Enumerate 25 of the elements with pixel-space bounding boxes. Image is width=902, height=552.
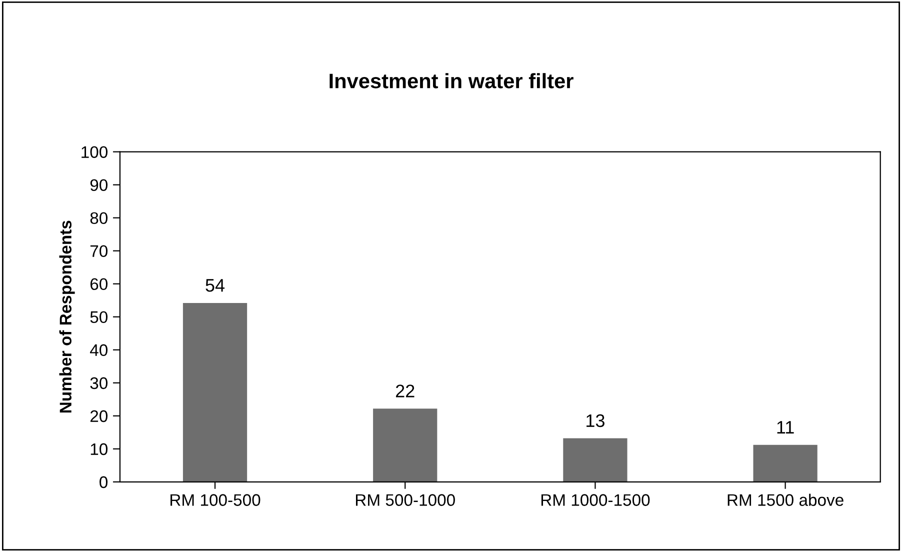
y-tick-label: 10 [90, 443, 108, 456]
chart-title: Investment in water filter [330, 73, 574, 88]
y-tick-label: 20 [90, 410, 108, 422]
x-tick-label: RM 1000-1500 [541, 494, 650, 506]
y-axis-title: Number of Respondents [59, 220, 75, 412]
x-tick-label: RM 500-1000 [356, 494, 455, 506]
x-tick-label: RM 100-500 [170, 494, 260, 506]
data-label: 22 [396, 384, 414, 398]
bar [182, 302, 248, 482]
y-tick-label: 80 [90, 212, 108, 224]
y-tick-label: 70 [90, 245, 108, 258]
data-label: 11 [777, 421, 794, 434]
y-tick-label: 100 [82, 146, 108, 158]
y-tick-label: 30 [90, 377, 108, 390]
y-tick-label: 0 [100, 476, 108, 488]
bar [563, 438, 628, 482]
y-tick-label: 40 [90, 344, 108, 356]
x-tick-label: RM 1500 above [728, 494, 844, 506]
y-tick-label: 60 [90, 278, 108, 290]
y-tick-label: 90 [90, 179, 108, 192]
bar [753, 444, 818, 482]
bar [373, 408, 438, 482]
data-label: 13 [586, 414, 604, 428]
data-label: 54 [206, 279, 225, 292]
y-tick-label: 50 [90, 311, 108, 324]
